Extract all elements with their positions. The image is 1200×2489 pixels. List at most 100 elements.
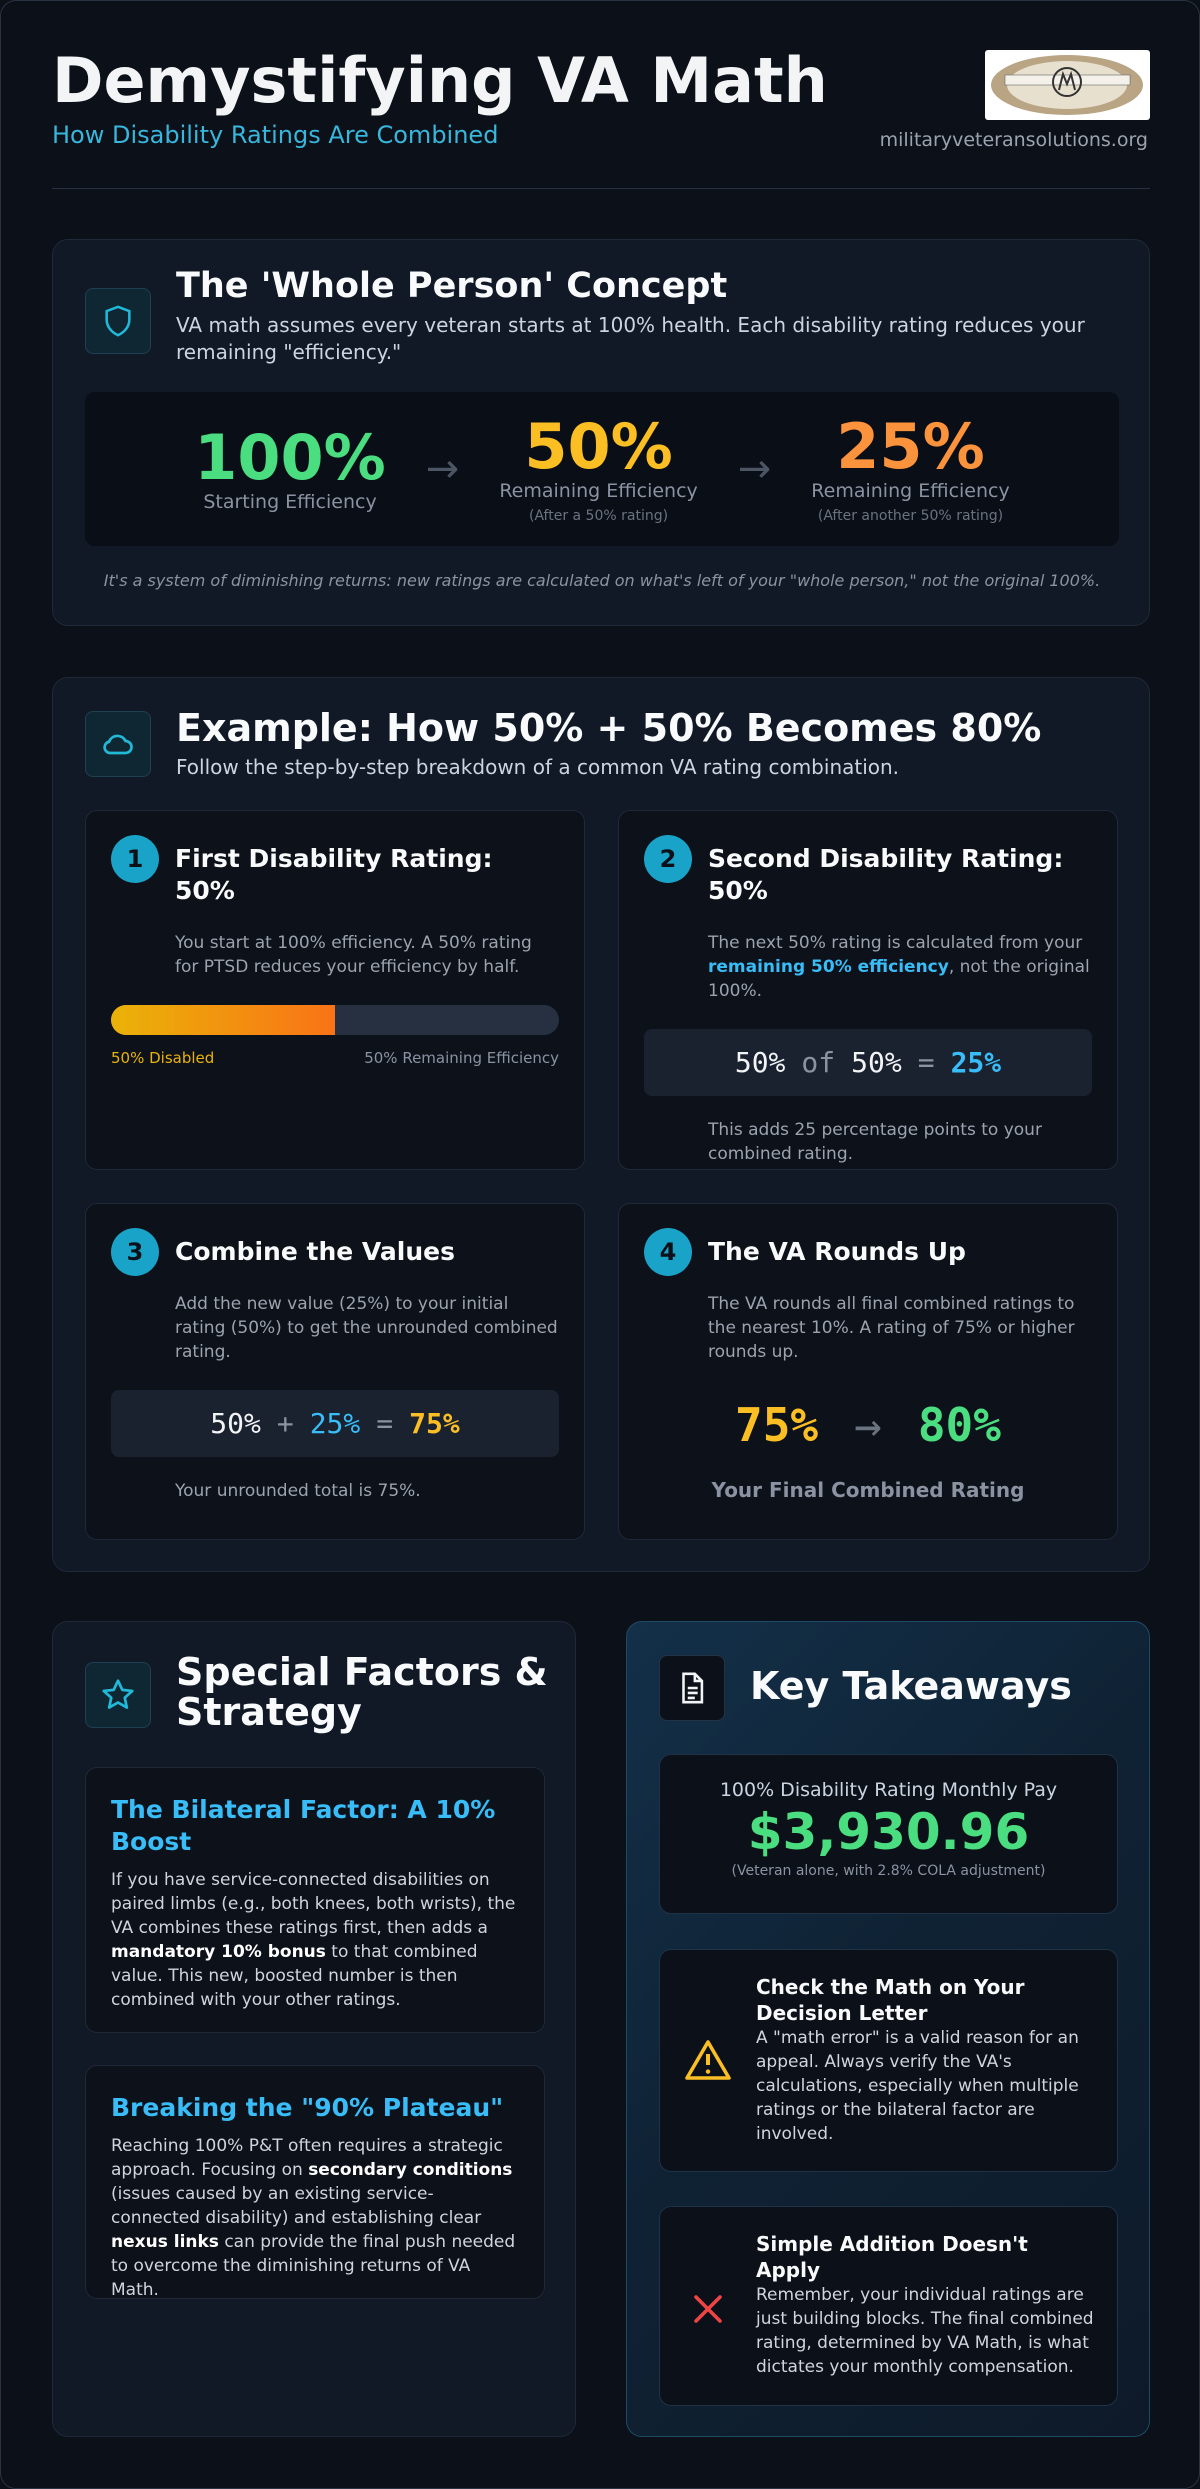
equation-term: = (917, 1046, 935, 1079)
step-title: Combine the Values (175, 1237, 455, 1266)
takeaway-title: Simple Addition Doesn't Apply (756, 2232, 1028, 2282)
equation: 50% +25% = 75% (111, 1390, 559, 1457)
concept-title: The 'Whole Person' Concept (176, 266, 728, 306)
step-card: 4 The VA Rounds Up The VA rounds all final… (618, 1203, 1118, 1540)
text-run: (issues caused by an existing service-co… (111, 2184, 482, 2228)
text-run: can provide the final push needed to ove… (111, 2232, 516, 2300)
pay-label: 100% Disability Rating Monthly Pay (719, 1779, 1058, 1801)
takeaway-title: Check the Math on Your Decision Letter (756, 1975, 1025, 2025)
arrow: → (737, 446, 772, 492)
pay-note: (Veteran alone, with 2.8% COLA adjustmen… (731, 1863, 1046, 1879)
emphasis: mandatory 10% bonus (111, 1942, 326, 1962)
special-item-title: The Bilateral Factor: A 10% Boost (111, 1795, 496, 1856)
takeaway-item: Simple Addition Doesn't Apply Remember, … (659, 2206, 1118, 2406)
text-run: Reaching 100% P&T often requires a strat… (111, 2136, 503, 2180)
equation-term: 50% (734, 1046, 786, 1079)
example-title: Example: How 50% + 50% Becomes 80% (176, 706, 1042, 750)
result-to: 80% (917, 1398, 1001, 1452)
cloud-icon (85, 711, 151, 777)
efficiency-step: 25% Remaining Efficiency (After another 50… (811, 410, 1010, 525)
warning-icon (685, 2040, 731, 2080)
website: militaryveteransolutions.org (879, 129, 1148, 151)
concept-card: The 'Whole Person' Concept VA math assum… (52, 239, 1150, 626)
x-icon (694, 2295, 722, 2323)
takeaways-card: Key Takeaways 100% Disability Rating Mon… (626, 1621, 1150, 2437)
step-card: 2 Second Disability Rating: 50% The next 5… (618, 810, 1118, 1170)
efficiency-note: (After a 50% rating) (529, 508, 669, 524)
equation: 50% of 50% = 25% (644, 1029, 1092, 1096)
takeaway-item: Check the Math on Your Decision Letter A… (659, 1949, 1118, 2172)
text-run: Add the new value (25%) to your initial … (175, 1294, 558, 1362)
star-icon (85, 1662, 151, 1728)
efficiency-step: 50% Remaining Efficiency (After a 50% rati… (499, 410, 698, 525)
step-text: You start at 100% efficiency. A 50% rati… (175, 931, 559, 979)
result: 75% → 80% (644, 1398, 1092, 1452)
step-title: First Disability Rating: 50% (175, 844, 493, 905)
special-item-text: Reaching 100% P&T often requires a strat… (111, 2134, 519, 2302)
efficiency-note: (After another 50% rating) (817, 508, 1004, 524)
step-title: The VA Rounds Up (708, 1237, 966, 1266)
step-number: 2 (644, 835, 692, 883)
concept-footnote: It's a system of diminishing returns: ne… (103, 571, 1101, 590)
equation-term: 50% (210, 1407, 261, 1440)
efficiency-label: Remaining Efficiency (811, 480, 1010, 502)
pay-box: 100% Disability Rating Monthly Pay $3,93… (659, 1754, 1118, 1914)
equation-term: 25% (950, 1046, 1002, 1079)
step-number: 3 (111, 1228, 159, 1276)
equation-term: of (801, 1046, 836, 1079)
takeaways-title: Key Takeaways (750, 1664, 1072, 1708)
step-number: 1 (111, 835, 159, 883)
step-card: 3 Combine the Values Add the new value (25… (85, 1203, 585, 1540)
pay-amount: $3,930.96 (747, 1803, 1030, 1861)
step-text: Add the new value (25%) to your initial … (175, 1292, 559, 1364)
emphasis: nexus links (111, 2232, 219, 2252)
progress-label: 50% Remaining Efficiency (364, 1049, 559, 1067)
equation-term: + (276, 1407, 294, 1440)
arrow: → (425, 446, 460, 492)
shield-icon (85, 288, 151, 354)
special-title: Special Factors & Strategy (176, 1650, 548, 1734)
progress-track (111, 1005, 559, 1035)
equation-term: 50% (851, 1046, 902, 1079)
text-run: The next 50% rating is calculated from y… (708, 933, 1083, 953)
text-run: , not the original 100%. (708, 957, 1090, 1001)
example-description: Follow the step-by-step breakdown of a c… (176, 755, 900, 779)
equation-term: = (376, 1407, 394, 1440)
efficiency-label: Remaining Efficiency (499, 480, 698, 502)
step-card: 1 First Disability Rating: 50% You start a… (85, 810, 585, 1170)
result-caption: Your Final Combined Rating (711, 1478, 1025, 1502)
step-text: The next 50% rating is calculated from y… (708, 931, 1092, 1003)
progress-fill (111, 1005, 335, 1035)
special-item-text: If you have service-connected disabiliti… (111, 1868, 519, 2012)
step-note: This adds 25 percentage points to your c… (708, 1120, 1042, 1164)
text-run: You start at 100% efficiency. A 50% rati… (175, 933, 532, 977)
special-item-title: Breaking the "90% Plateau" (111, 2093, 504, 2122)
progress-label: 50% Disabled (111, 1049, 215, 1067)
efficiency-label: Starting Efficiency (203, 491, 377, 513)
efficiency-step: 100% Starting Efficiency (194, 421, 386, 514)
document-icon (659, 1655, 725, 1721)
takeaway-text: Remember, your individual ratings are ju… (756, 2285, 1094, 2377)
step-number: 4 (644, 1228, 692, 1276)
text-run: If you have service-connected disabiliti… (111, 1870, 516, 1938)
equation-term: 25% (309, 1407, 361, 1440)
efficiency-row: 100% Starting Efficiency → 50% Remaining Eff… (85, 392, 1119, 546)
text-run: The VA rounds all final combined ratings… (708, 1294, 1075, 1362)
logo (985, 50, 1150, 120)
text-run: to that combined value. This new, booste… (111, 1942, 478, 2010)
page-subtitle: How Disability Ratings Are Combined (52, 121, 499, 149)
special-item: The Bilateral Factor: A 10% Boost If you … (85, 1767, 545, 2033)
arrow: → (854, 1398, 882, 1452)
step-title: Second Disability Rating: 50% (708, 844, 1064, 905)
special-item: Breaking the "90% Plateau" Reaching 100% … (85, 2065, 545, 2302)
efficiency-value: 100% (194, 421, 386, 494)
result-from: 75% (735, 1398, 819, 1452)
efficiency-value: 50% (524, 410, 673, 483)
divider (52, 188, 1150, 189)
page-title: Demystifying VA Math (52, 44, 828, 117)
takeaway-text: A "math error" is a valid reason for an … (756, 2028, 1079, 2144)
efficiency-value: 25% (836, 410, 985, 483)
emphasis: remaining 50% efficiency (708, 957, 949, 977)
special-card: Special Factors & Strategy The Bilateral… (52, 1621, 576, 2437)
